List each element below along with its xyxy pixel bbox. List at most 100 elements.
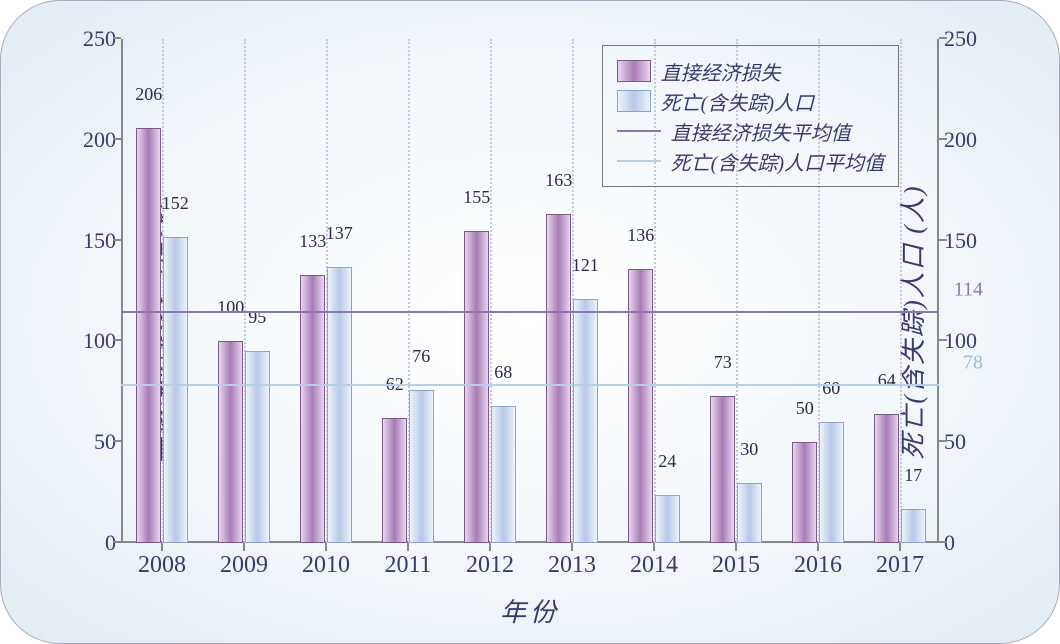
x-tick: 2010	[302, 552, 350, 579]
bar-loss-label: 133	[299, 231, 326, 252]
x-tick-mark	[407, 543, 409, 551]
y-tick-mark	[113, 339, 121, 341]
bar-loss-label: 155	[463, 187, 490, 208]
bar-loss-label: 206	[135, 84, 162, 105]
avg-line-label-loss_avg: 114	[954, 279, 983, 302]
x-tick: 2016	[794, 552, 842, 579]
bar-loss	[546, 214, 571, 543]
x-tick: 2009	[220, 552, 268, 579]
y-tick-right: 50	[944, 429, 989, 455]
bar-deaths-label: 76	[412, 346, 430, 367]
legend: 直接经济损失死亡(含失踪)人口直接经济损失平均值死亡(含失踪)人口平均值	[602, 45, 899, 187]
x-tick: 2012	[466, 552, 514, 579]
legend-label: 死亡(含失踪)人口平均值	[671, 147, 884, 176]
bar-deaths	[491, 406, 516, 543]
bar-loss-label: 73	[714, 352, 732, 373]
x-tick-mark	[735, 543, 737, 551]
bar-loss-label: 64	[878, 370, 896, 391]
bar-deaths-label: 137	[326, 223, 353, 244]
bar-deaths	[245, 351, 270, 543]
y-tick-left: 150	[71, 228, 116, 254]
axis-line	[121, 39, 123, 543]
y-tick-mark	[939, 440, 947, 442]
legend-label: 直接经济损失	[661, 57, 781, 86]
bar-loss	[874, 414, 899, 543]
x-tick: 2013	[548, 552, 596, 579]
y-tick-mark	[113, 440, 121, 442]
bar-loss	[136, 128, 161, 543]
y-tick-left: 100	[71, 328, 116, 354]
x-tick: 2015	[712, 552, 760, 579]
legend-item: 死亡(含失踪)人口	[617, 86, 884, 116]
x-tick-mark	[243, 543, 245, 551]
y-tick-mark	[113, 541, 121, 543]
bar-loss-label: 163	[545, 170, 572, 191]
x-tick-mark	[571, 543, 573, 551]
bar-loss	[710, 396, 735, 543]
bar-deaths	[655, 495, 680, 543]
x-tick-mark	[817, 543, 819, 551]
y-tick-right: 250	[944, 26, 989, 52]
legend-line-swatch	[617, 130, 661, 132]
bar-deaths-label: 60	[822, 378, 840, 399]
x-tick-mark	[161, 543, 163, 551]
legend-swatch	[617, 90, 651, 112]
bar-deaths-label: 68	[494, 362, 512, 383]
y-tick-mark	[113, 37, 121, 39]
bar-deaths-label: 152	[162, 193, 189, 214]
x-axis-label: 年份	[500, 592, 560, 629]
legend-line-swatch	[617, 160, 661, 162]
y-tick-mark	[113, 239, 121, 241]
y-tick-mark	[939, 37, 947, 39]
y-tick-right: 200	[944, 127, 989, 153]
axis-line	[937, 39, 939, 543]
y-tick-left: 0	[71, 530, 116, 556]
bar-deaths	[737, 483, 762, 543]
bar-deaths	[409, 390, 434, 543]
bar-deaths	[327, 267, 352, 543]
avg-line-loss_avg	[121, 311, 939, 313]
legend-swatch	[617, 60, 651, 82]
bar-deaths-label: 121	[572, 255, 599, 276]
bar-loss	[218, 341, 243, 543]
legend-item: 直接经济损失平均值	[617, 116, 884, 146]
legend-item: 直接经济损失	[617, 56, 884, 86]
bar-loss	[382, 418, 407, 543]
bar-loss	[792, 442, 817, 543]
avg-line-death_avg	[121, 384, 939, 386]
chart-card: 直接经济损失（亿元） 死亡(含失踪)人口 (人) 年份 005050100100…	[0, 0, 1060, 644]
x-tick: 2008	[138, 552, 186, 579]
bar-loss-label: 100	[217, 297, 244, 318]
y-tick-left: 50	[71, 429, 116, 455]
y-tick-right: 0	[944, 530, 989, 556]
bar-deaths-label: 30	[740, 439, 758, 460]
bar-loss	[628, 269, 653, 543]
y-tick-left: 200	[71, 127, 116, 153]
grid-line	[900, 39, 902, 543]
x-tick-mark	[899, 543, 901, 551]
y-tick-right: 150	[944, 228, 989, 254]
x-tick-mark	[325, 543, 327, 551]
y-tick-mark	[113, 138, 121, 140]
bar-deaths-label: 24	[658, 451, 676, 472]
legend-item: 死亡(含失踪)人口平均值	[617, 146, 884, 176]
y-tick-mark	[939, 339, 947, 341]
bar-deaths	[163, 237, 188, 543]
bar-loss	[300, 275, 325, 543]
avg-line-label-death_avg: 78	[963, 351, 983, 374]
legend-label: 死亡(含失踪)人口	[661, 87, 814, 116]
x-tick: 2011	[384, 552, 431, 579]
y-tick-mark	[939, 541, 947, 543]
x-tick: 2017	[876, 552, 924, 579]
bar-deaths	[901, 509, 926, 543]
y-tick-mark	[939, 138, 947, 140]
bar-deaths-label: 17	[904, 465, 922, 486]
bar-loss	[464, 231, 489, 543]
y-tick-mark	[939, 239, 947, 241]
bar-deaths	[819, 422, 844, 543]
y-tick-left: 250	[71, 26, 116, 52]
legend-label: 直接经济损失平均值	[671, 117, 851, 146]
x-tick: 2014	[630, 552, 678, 579]
bar-loss-label: 136	[627, 225, 654, 246]
x-tick-mark	[489, 543, 491, 551]
